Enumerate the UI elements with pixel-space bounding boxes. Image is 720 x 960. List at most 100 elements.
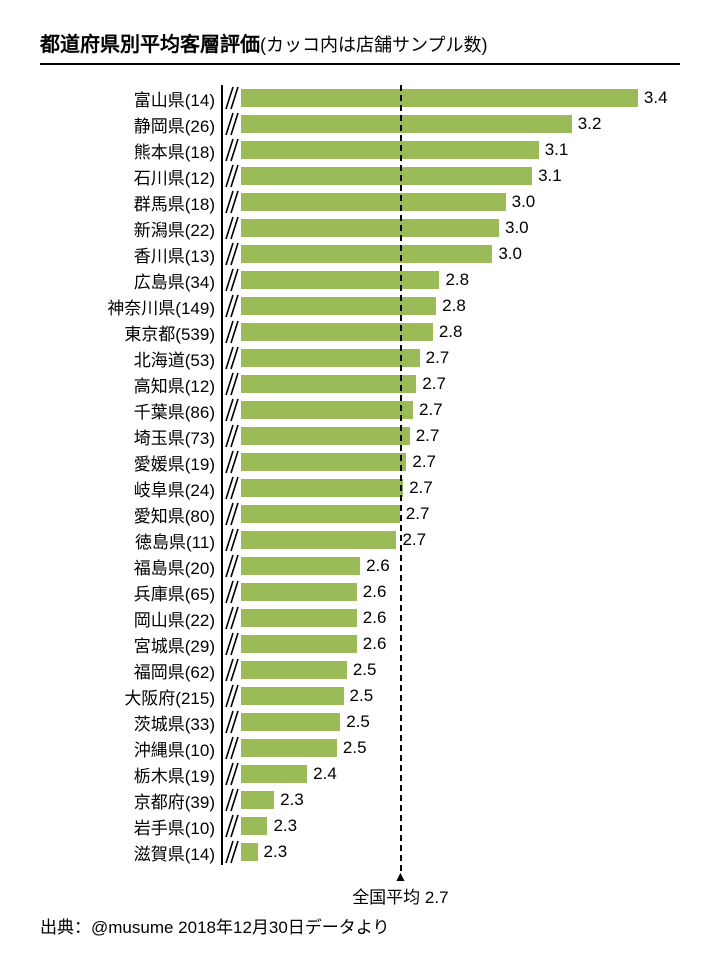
bar	[241, 271, 439, 289]
bar-row: 千葉県(86) 2.7	[60, 397, 680, 423]
axis-break-icon	[223, 345, 241, 371]
axis-break-icon	[223, 735, 241, 761]
plot-area: 2.7	[241, 449, 671, 475]
bar-row: 岩手県(10)2.3	[60, 813, 680, 839]
bar	[241, 557, 360, 575]
y-axis-label: 千葉県(86)	[60, 398, 221, 423]
plot-area: 2.8	[241, 293, 671, 319]
axis-break-icon	[223, 293, 241, 319]
y-axis-label: 愛知県(80)	[60, 502, 221, 527]
plot-area: 2.7	[241, 397, 671, 423]
bar-value-label: 2.5	[344, 683, 374, 709]
axis-break-icon	[223, 683, 241, 709]
plot-area: 2.7	[241, 501, 671, 527]
axis-break-icon	[223, 267, 241, 293]
axis-break-icon	[223, 137, 241, 163]
y-axis-label: 群馬県(18)	[60, 190, 221, 215]
bar-value-label: 2.8	[433, 319, 463, 345]
bar-value-label: 2.6	[357, 605, 387, 631]
axis-break-icon	[223, 189, 241, 215]
bar	[241, 167, 532, 185]
bar-row: 京都府(39)2.3	[60, 787, 680, 813]
bar	[241, 375, 416, 393]
bar-value-label: 2.8	[439, 267, 469, 293]
bar-value-label: 3.2	[572, 111, 602, 137]
bar	[241, 141, 539, 159]
bar-row: 宮城県(29)2.6	[60, 631, 680, 657]
y-axis-label: 茨城県(33)	[60, 710, 221, 735]
bar	[241, 193, 506, 211]
y-axis-label: 岡山県(22)	[60, 606, 221, 631]
axis-break-icon	[223, 605, 241, 631]
bar	[241, 401, 413, 419]
plot-area: 3.1	[241, 137, 671, 163]
bar	[241, 427, 410, 445]
average-line	[400, 85, 402, 871]
bar-row: 神奈川県(149)2.8	[60, 293, 680, 319]
plot-area: 2.7	[241, 345, 671, 371]
y-axis-label: 徳島県(11)	[60, 528, 221, 553]
bar	[241, 583, 357, 601]
title-block: 都道府県別平均客層評価(カッコ内は店舗サンプル数)	[40, 28, 680, 65]
bar-value-label: 3.0	[492, 241, 522, 267]
triangle-up-icon: ▲	[340, 869, 460, 883]
y-axis-label: 兵庫県(65)	[60, 580, 221, 605]
chart-subtitle: (カッコ内は店舗サンプル数)	[260, 35, 487, 55]
y-axis-label: 栃木県(19)	[60, 762, 221, 787]
bar	[241, 531, 396, 549]
bar-row: 富山県(14)3.4	[60, 85, 680, 111]
plot-area: 3.4	[241, 85, 671, 111]
bar-row: 高知県(12)2.7	[60, 371, 680, 397]
axis-break-icon	[223, 215, 241, 241]
plot-area: 2.5	[241, 735, 671, 761]
bar	[241, 817, 267, 835]
y-axis-label: 岩手県(10)	[60, 814, 221, 839]
bar-value-label: 2.7	[406, 449, 436, 475]
y-axis-label: 静岡県(26)	[60, 112, 221, 137]
bar-value-label: 3.0	[499, 215, 529, 241]
axis-break-icon	[223, 501, 241, 527]
y-axis-label: 新潟県(22)	[60, 216, 221, 241]
axis-break-icon	[223, 813, 241, 839]
bar-row: 石川県(12) 3.1	[60, 163, 680, 189]
plot-area: 3.0	[241, 241, 671, 267]
average-marker: ▲全国平均 2.7	[340, 869, 460, 908]
bar	[241, 765, 307, 783]
bar	[241, 635, 357, 653]
axis-break-icon	[223, 371, 241, 397]
bar-row: 兵庫県(65) 2.6	[60, 579, 680, 605]
bar	[241, 219, 499, 237]
bar	[241, 791, 274, 809]
bar	[241, 453, 406, 471]
plot-area: 2.6	[241, 605, 671, 631]
bar-value-label: 2.3	[258, 839, 288, 865]
chart-title: 都道府県別平均客層評価	[40, 34, 260, 56]
bar-value-label: 3.4	[638, 85, 668, 111]
bar	[241, 661, 347, 679]
plot-area: 3.0	[241, 189, 671, 215]
bar-row: 広島県(34) 2.8	[60, 267, 680, 293]
plot-area: 2.6	[241, 579, 671, 605]
bar-row: 愛媛県(19)2.7	[60, 449, 680, 475]
source-text: 出典：@musume 2018年12月30日データより	[40, 913, 389, 938]
y-axis-label: 石川県(12)	[60, 164, 221, 189]
bar-value-label: 3.1	[532, 163, 562, 189]
bar-row: 愛知県(80) 2.7	[60, 501, 680, 527]
bar-value-label: 2.6	[357, 579, 387, 605]
axis-break-icon	[223, 657, 241, 683]
axis-break-icon	[223, 85, 241, 111]
plot-area: 2.5	[241, 657, 671, 683]
y-axis-label: 広島県(34)	[60, 268, 221, 293]
bar-value-label: 2.7	[416, 371, 446, 397]
y-axis-label: 宮城県(29)	[60, 632, 221, 657]
bar-row: 埼玉県(73)2.7	[60, 423, 680, 449]
axis-break-icon	[223, 761, 241, 787]
y-axis-label: 香川県(13)	[60, 242, 221, 267]
axis-break-icon	[223, 553, 241, 579]
bar-row: 徳島県(11)2.7	[60, 527, 680, 553]
bar-value-label: 2.3	[274, 787, 304, 813]
bar-row: 香川県(13) 3.0	[60, 241, 680, 267]
bar-row: 岡山県(22) 2.6	[60, 605, 680, 631]
bar	[241, 115, 572, 133]
bar	[241, 843, 258, 861]
